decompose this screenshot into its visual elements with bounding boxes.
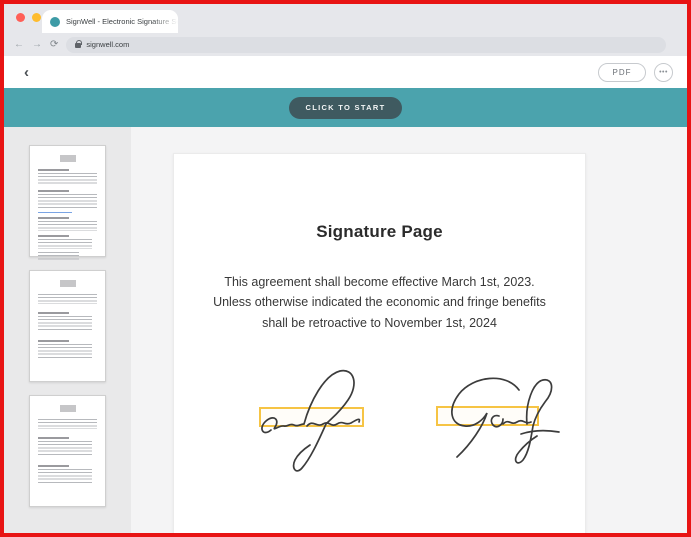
url-text: signwell.com bbox=[86, 40, 130, 49]
minimize-window-button[interactable] bbox=[32, 13, 41, 22]
signature-2-ink bbox=[451, 377, 560, 464]
page-title: Signature Page bbox=[316, 222, 443, 241]
document-page: Signature Page This agreement shall beco… bbox=[173, 153, 586, 533]
signature-highlight-box[interactable] bbox=[436, 406, 539, 426]
page-thumbnails-sidebar bbox=[4, 127, 131, 533]
pdf-button[interactable]: PDF bbox=[598, 62, 646, 82]
start-banner: CLICK TO START bbox=[4, 88, 687, 127]
signature-highlight-box[interactable] bbox=[259, 407, 364, 427]
click-to-start-button[interactable]: CLICK TO START bbox=[289, 96, 402, 119]
viewer-toolbar: ‹ PDF ••• bbox=[4, 56, 687, 88]
reload-icon[interactable]: ⟳ bbox=[50, 38, 59, 50]
signature-field-1[interactable] bbox=[251, 364, 391, 479]
thumb-logo bbox=[59, 155, 76, 162]
browser-tab[interactable]: SignWell - Electronic Signature Sof bbox=[42, 10, 178, 33]
address-bar[interactable]: signwell.com bbox=[66, 36, 667, 53]
lock-icon bbox=[75, 40, 83, 48]
close-window-button[interactable] bbox=[16, 13, 25, 22]
document-viewer[interactable]: Signature Page This agreement shall beco… bbox=[131, 127, 687, 533]
more-options-button[interactable]: ••• bbox=[654, 62, 673, 82]
signwell-favicon-icon bbox=[50, 16, 60, 27]
tab-title: SignWell - Electronic Signature Sof bbox=[66, 17, 178, 26]
browser-address-row: ← → ⟳ signwell.com bbox=[4, 33, 687, 56]
page-thumbnail-2[interactable] bbox=[29, 270, 106, 382]
back-icon[interactable]: ← bbox=[14, 38, 24, 50]
signature-1-ink bbox=[261, 369, 361, 472]
page-thumbnail-3[interactable] bbox=[29, 395, 106, 507]
thumb-logo bbox=[59, 280, 76, 287]
signature-field-2[interactable] bbox=[421, 364, 561, 479]
content-area: Signature Page This agreement shall beco… bbox=[4, 127, 687, 533]
browser-tab-strip: SignWell - Electronic Signature Sof bbox=[4, 4, 687, 33]
agreement-text: This agreement shall become effective Ma… bbox=[213, 275, 546, 330]
thumb-logo bbox=[59, 405, 76, 412]
back-chevron-button[interactable]: ‹ bbox=[24, 63, 29, 81]
forward-icon[interactable]: → bbox=[32, 38, 42, 50]
thumb-link-line bbox=[38, 212, 73, 213]
page-thumbnail-1[interactable] bbox=[29, 145, 106, 261]
toolbar-actions: PDF ••• bbox=[598, 62, 673, 82]
